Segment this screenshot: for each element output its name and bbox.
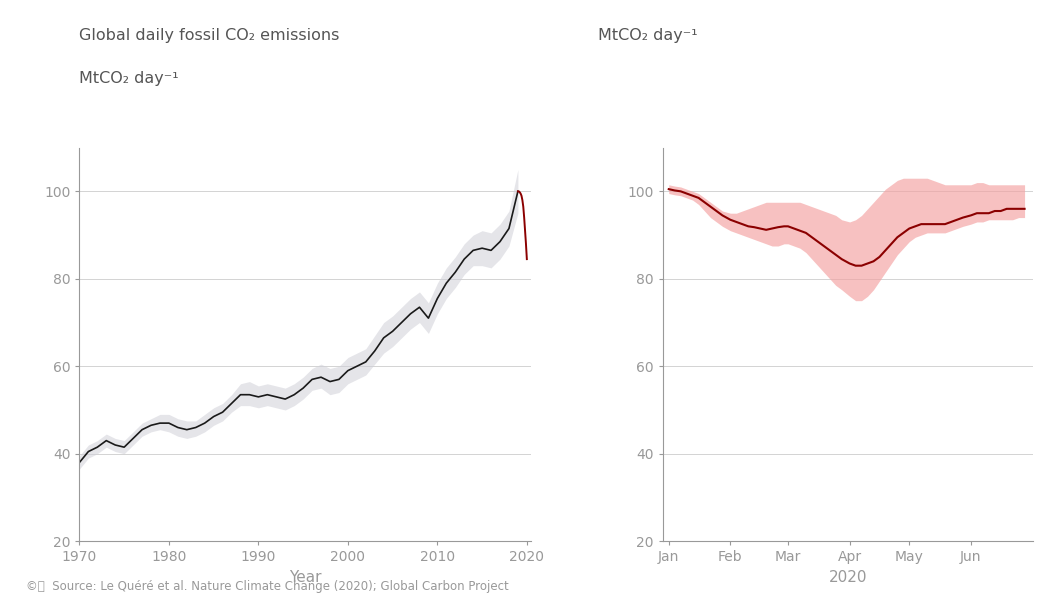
Text: MtCO₂ day⁻¹: MtCO₂ day⁻¹ (79, 71, 179, 86)
Text: ©ⓘ  Source: Le Quéré et al. Nature Climate Change (2020); Global Carbon Project: ©ⓘ Source: Le Quéré et al. Nature Climat… (26, 581, 509, 593)
X-axis label: Year: Year (289, 569, 322, 585)
Text: MtCO₂ day⁻¹: MtCO₂ day⁻¹ (598, 28, 698, 43)
X-axis label: 2020: 2020 (828, 569, 867, 585)
Text: Global daily fossil CO₂ emissions: Global daily fossil CO₂ emissions (79, 28, 340, 43)
